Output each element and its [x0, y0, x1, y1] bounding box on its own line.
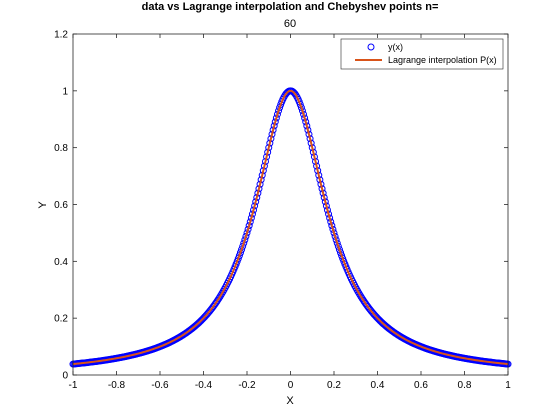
- y-tick-label: 0.4: [54, 257, 68, 268]
- chart-subtitle: 60: [284, 18, 296, 30]
- x-tick-label: 0: [288, 380, 294, 391]
- x-tick-label: 1: [505, 380, 511, 391]
- legend-label-lagrange: Lagrange interpolation P(x): [388, 55, 497, 65]
- y-tick-label: 1: [62, 86, 68, 97]
- axis-layer: -1 -0.8 -0.6 -0.4 -0.2 0 0.2 0.4 0.6 0.8 1 0 0.2 0.4 0…: [54, 30, 511, 392]
- x-axis-label: X: [286, 395, 294, 407]
- y-tick-label: 0.2: [54, 314, 68, 325]
- series-layer: [69, 87, 512, 368]
- data-point: [215, 295, 223, 303]
- y-tick-label: 1.2: [54, 30, 68, 41]
- x-tick-label: -0.2: [238, 380, 256, 391]
- data-point: [355, 289, 363, 297]
- y-axis-label: Y: [37, 201, 49, 209]
- y-tick-label: 0.6: [54, 200, 68, 211]
- data-point: [337, 249, 345, 257]
- data-point: [291, 90, 299, 98]
- data-point: [235, 252, 243, 260]
- data-point: [296, 101, 304, 109]
- y-tick-label: 0: [62, 371, 68, 382]
- plot-area: [73, 34, 508, 375]
- legend-box: [340, 38, 504, 70]
- y-tick-label: 0.8: [54, 143, 68, 154]
- data-point: [356, 291, 364, 299]
- x-tick-label: 0.8: [458, 380, 472, 391]
- data-point: [236, 249, 244, 257]
- series-lagrange-line: [72, 89, 509, 366]
- chart-title: data vs Lagrange interpolation and Cheby…: [142, 1, 439, 13]
- legend-marker-y: [367, 43, 375, 51]
- x-tick-label: -0.8: [108, 380, 126, 391]
- x-tick-label: 0.4: [371, 380, 385, 391]
- x-tick-label: -1: [69, 380, 78, 391]
- legend: y(x) Lagrange interpolation P(x): [340, 38, 504, 70]
- x-tick-label: -0.6: [151, 380, 169, 391]
- x-tick-label: 0.6: [414, 380, 428, 391]
- legend-label-y: y(x): [388, 42, 403, 52]
- x-tick-label: 0.2: [327, 380, 341, 391]
- data-point: [217, 291, 225, 299]
- x-tick-label: -0.4: [195, 380, 213, 391]
- data-point: [216, 293, 224, 301]
